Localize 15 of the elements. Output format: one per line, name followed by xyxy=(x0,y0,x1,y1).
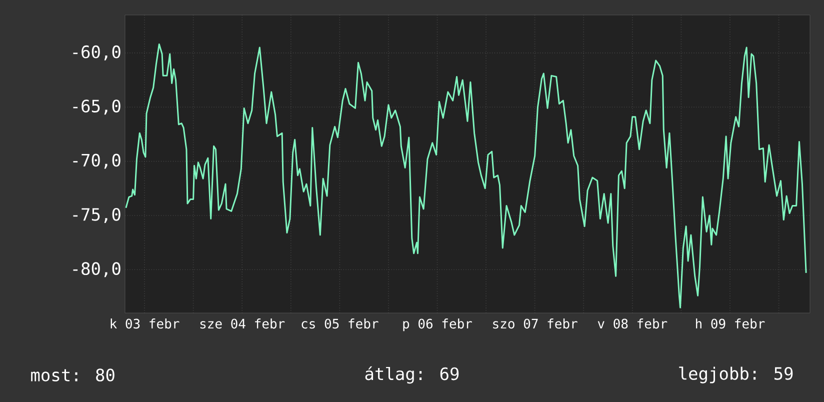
y-tick-label: -70,0 xyxy=(73,154,120,169)
x-tick-label: sze 04 febr xyxy=(200,318,285,329)
text: most: 80 xyxy=(31,368,114,382)
x-tick-label: k 03 febr xyxy=(110,318,180,329)
x-tick-label: cs 05 febr xyxy=(302,318,378,329)
text: legjobb: 59 xyxy=(679,366,793,384)
y-tick-label: -75,0 xyxy=(73,208,120,223)
y-tick-label: -80,0 xyxy=(73,262,120,278)
x-tick-label: h 09 febr xyxy=(696,318,765,329)
x-tick-label: v 08 febr xyxy=(598,318,668,329)
x-tick-label: szo 07 febr xyxy=(493,318,578,329)
text: átlag: 69 xyxy=(365,366,459,384)
y-tick-label: -65,0 xyxy=(73,100,120,115)
x-tick-label: p 06 febr xyxy=(403,318,472,332)
y-tick-label: -60,0 xyxy=(73,45,120,60)
